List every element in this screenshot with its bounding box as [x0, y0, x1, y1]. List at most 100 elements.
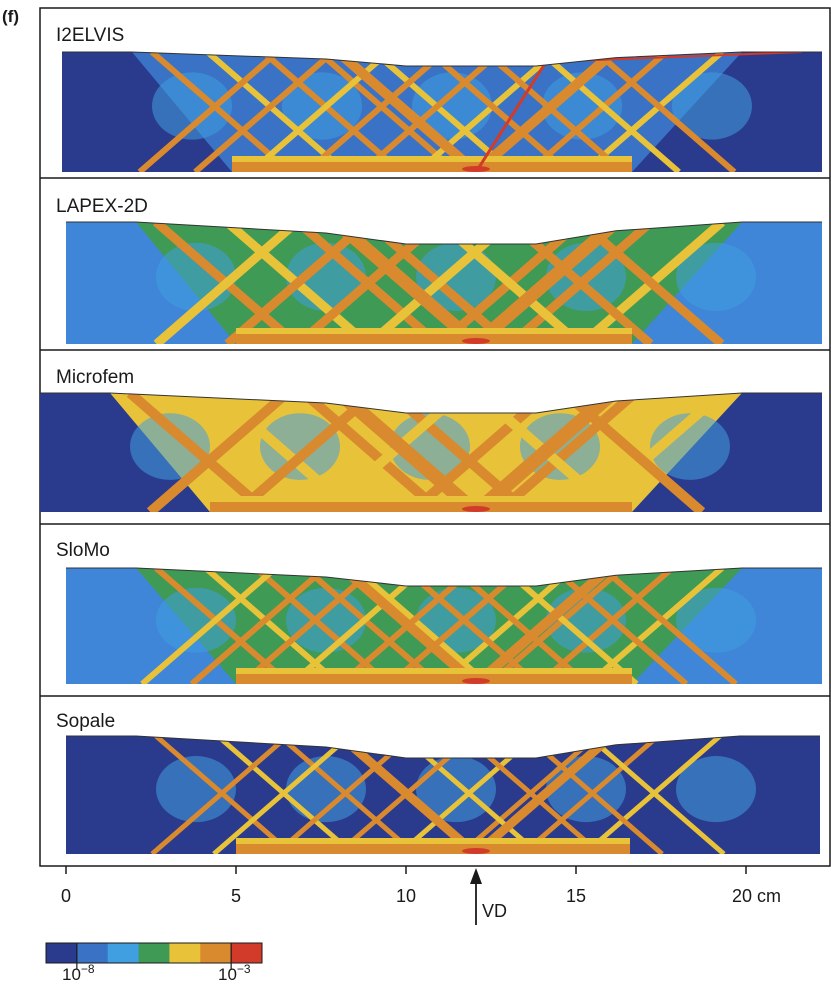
colorbar-swatch	[169, 943, 201, 963]
basal-layer	[210, 496, 632, 502]
main-shear-band	[337, 736, 479, 854]
basal-layer	[232, 162, 632, 172]
shear-band	[459, 736, 599, 854]
colorbar-frame	[45, 942, 263, 964]
shear-band	[550, 568, 689, 684]
shear-band	[213, 393, 358, 512]
axis-tick-label: 0	[61, 886, 71, 906]
model-body	[66, 568, 822, 684]
vd-spot	[462, 506, 490, 512]
zone-patch	[152, 72, 232, 140]
panel-title: I2ELVIS	[56, 25, 124, 46]
vd-spot	[462, 338, 490, 344]
colorbar-swatch	[76, 943, 109, 963]
model-plot	[66, 567, 822, 684]
model-body	[66, 222, 822, 344]
shear-band	[224, 222, 371, 344]
vd-arrow-head-icon	[470, 868, 482, 884]
zone-patch	[286, 587, 366, 653]
axis-tick-label: 5	[231, 886, 241, 906]
axis-tick-label: 15	[566, 886, 586, 906]
main-shear-band	[472, 568, 613, 684]
basal-layer	[210, 502, 632, 512]
model-surface-line	[66, 735, 820, 759]
shear-band	[582, 52, 724, 172]
zone-patch	[650, 413, 730, 480]
basal-layer	[236, 328, 632, 334]
red-shear-band	[474, 61, 548, 172]
panel-slomo: SloMo	[56, 540, 822, 684]
shear-band	[520, 736, 660, 854]
x-axis: 0 5 10 15 20 cm	[61, 866, 781, 906]
zone-patch	[130, 413, 210, 480]
main-shear-band	[331, 222, 481, 344]
basal-layer	[236, 674, 632, 684]
basal-layer	[236, 668, 632, 674]
shear-band	[216, 736, 356, 854]
zone-patch	[260, 413, 340, 480]
shear-band	[586, 736, 726, 854]
shear-band	[140, 568, 278, 684]
model-plot	[66, 735, 820, 854]
model-surface-line	[66, 567, 822, 587]
shear-band	[494, 393, 639, 512]
shear-band	[578, 222, 725, 344]
vd-spot	[462, 848, 490, 854]
model-surface-line	[66, 221, 822, 245]
zone-patch	[676, 242, 756, 312]
shear-band	[582, 736, 722, 854]
model-plot	[66, 221, 822, 344]
shear-band	[304, 52, 447, 172]
main-shear-band	[473, 736, 615, 854]
basal-layer	[232, 156, 632, 162]
main-shear-band	[334, 393, 481, 512]
colorbar-swatch	[231, 943, 263, 963]
colorbar-high-label: 10−3	[218, 962, 251, 984]
shear-band	[316, 52, 459, 172]
shear-band	[501, 568, 639, 684]
colorbar-labels: 10−8 10−3	[62, 962, 251, 984]
zone-patch	[672, 72, 752, 140]
shear-band	[594, 52, 737, 172]
main-shear-band	[471, 393, 618, 512]
colorbar-swatch	[138, 943, 170, 963]
shear-band	[146, 393, 291, 512]
main-shear-band	[472, 52, 618, 172]
axis-tick-label: 10	[396, 886, 416, 906]
shear-band	[538, 52, 681, 172]
shear-band	[150, 736, 290, 854]
axis-tick-label: 20 cm	[732, 886, 781, 906]
model-surface-line	[62, 51, 822, 67]
shear-band	[402, 568, 540, 684]
shear-band	[388, 568, 526, 684]
zone-patch	[156, 587, 236, 653]
colorbar-swatch	[200, 943, 232, 963]
model-body	[40, 393, 822, 512]
vd-spot	[462, 678, 490, 684]
shear-band	[415, 52, 558, 172]
shear-band	[277, 736, 417, 854]
colorbar-swatch	[46, 943, 78, 963]
shear-band	[150, 52, 292, 172]
shear-band	[261, 52, 404, 172]
shear-band	[189, 568, 328, 684]
shear-band	[126, 393, 271, 512]
vd-spot	[462, 166, 490, 172]
shear-band	[212, 736, 352, 854]
basal-layer	[236, 838, 630, 844]
shear-band	[600, 568, 738, 684]
panel-title: Sopale	[56, 711, 115, 732]
shear-band	[153, 222, 300, 344]
model-plot	[62, 51, 822, 172]
vd-label: VD	[482, 901, 507, 921]
shear-band	[137, 52, 280, 172]
colorbar-swatch	[107, 943, 140, 963]
shear-band	[239, 568, 377, 684]
shear-band	[352, 568, 490, 684]
shear-band	[526, 52, 669, 172]
model-body	[66, 736, 820, 854]
vd-marker: VD	[470, 868, 507, 925]
basal-layer	[236, 844, 630, 854]
model-plot	[40, 392, 822, 512]
